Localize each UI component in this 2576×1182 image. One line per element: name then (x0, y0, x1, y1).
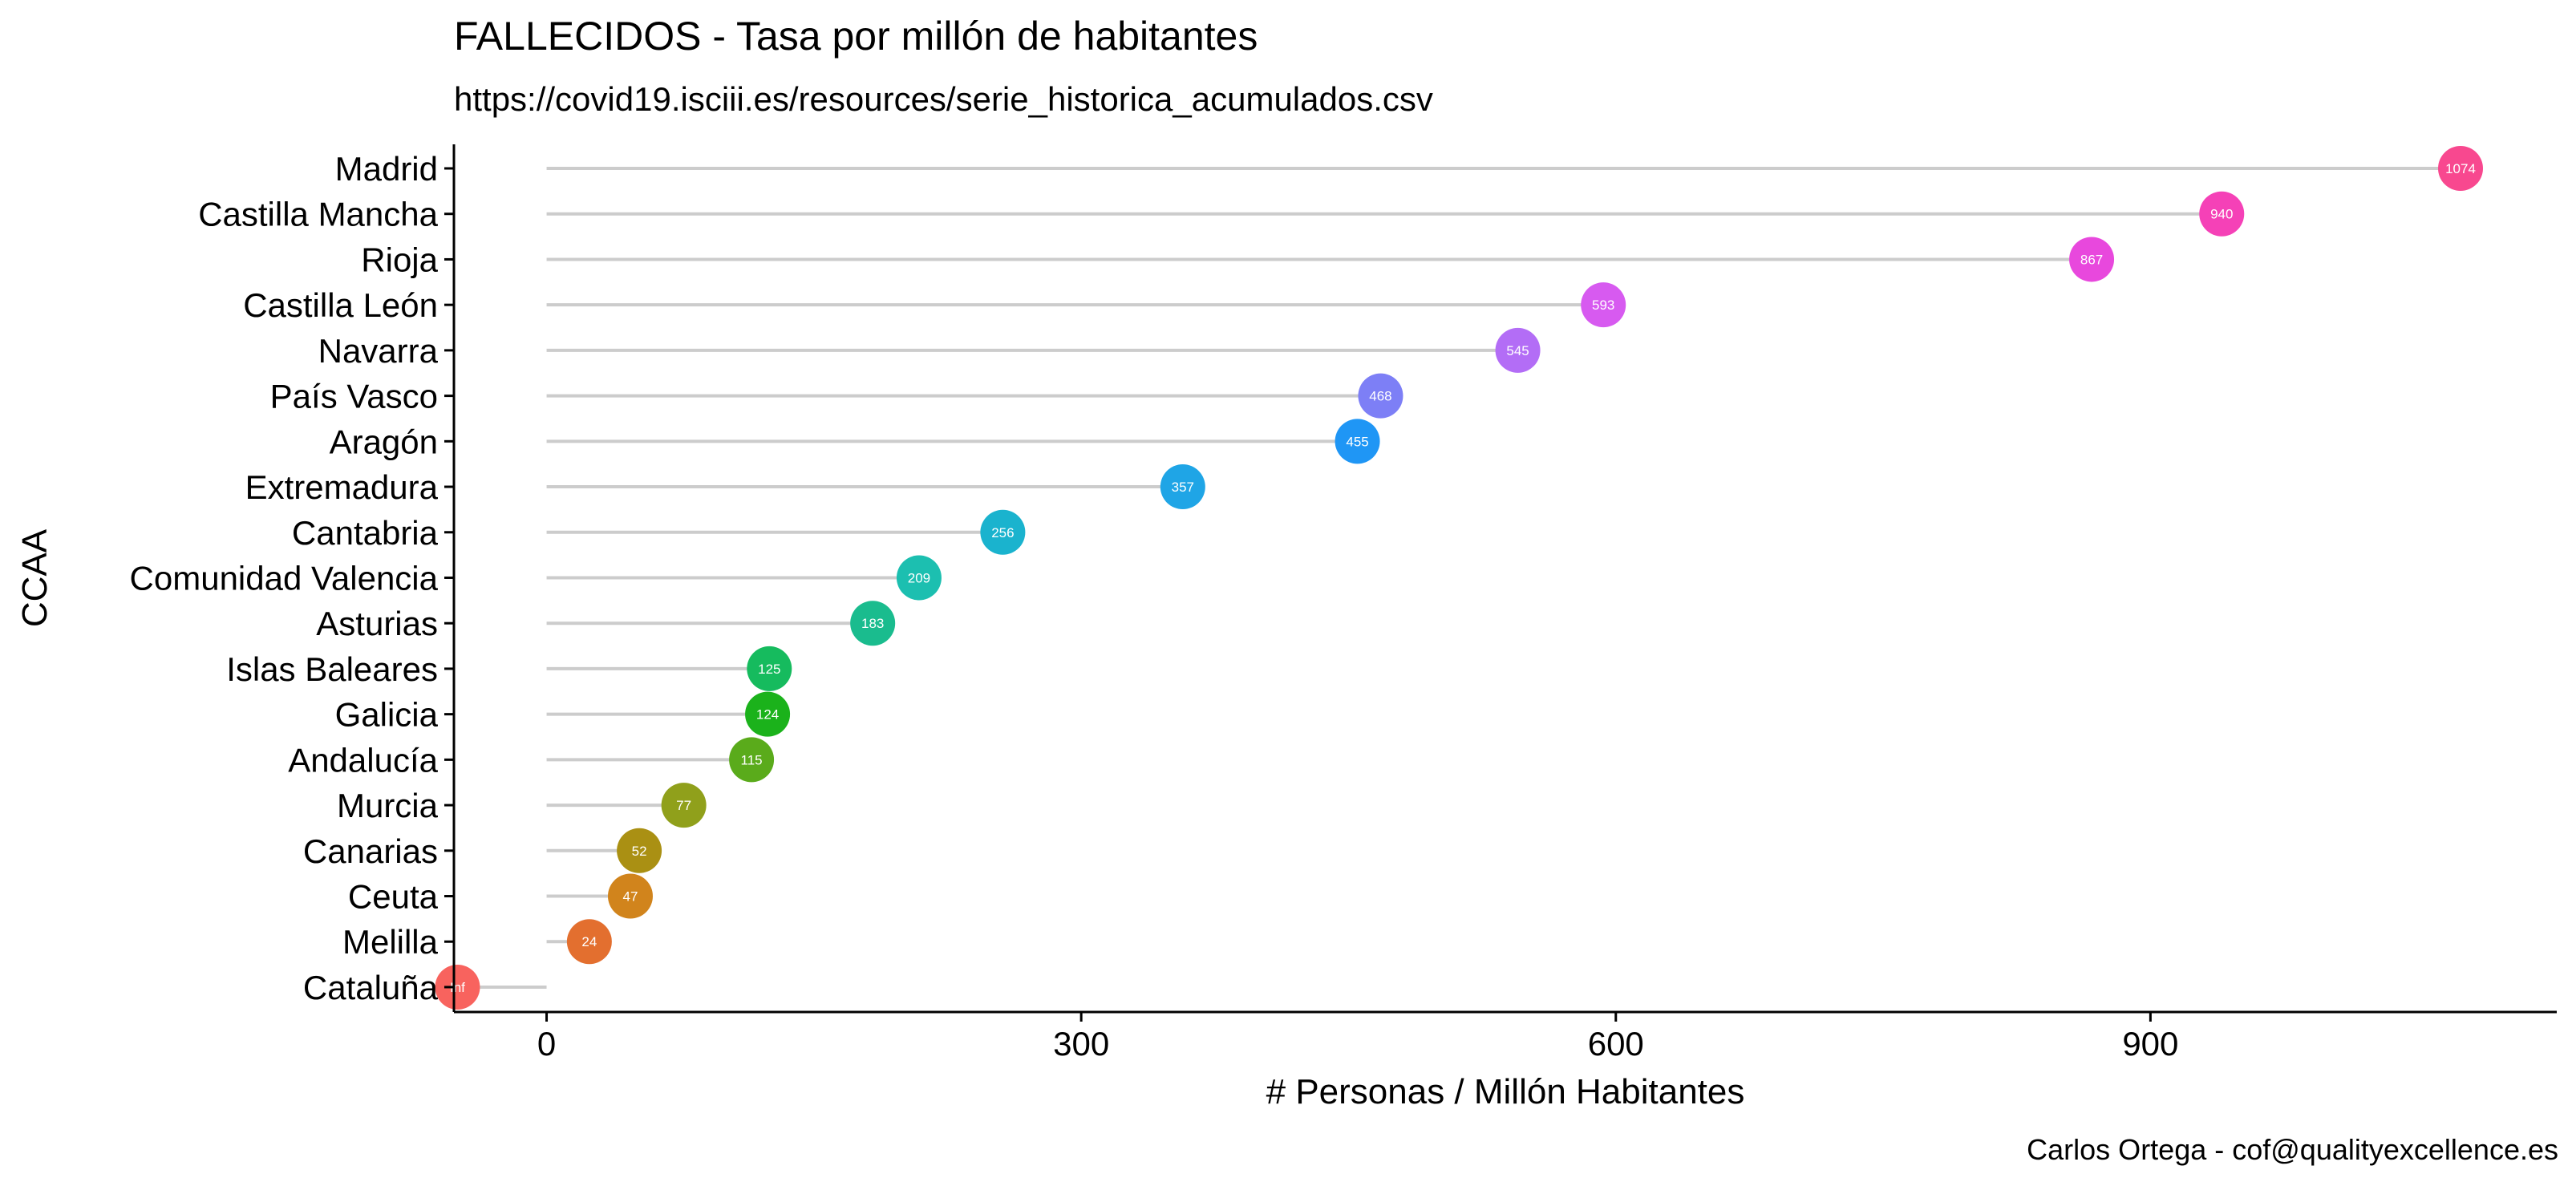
point-pais-vasco (1358, 373, 1403, 419)
point-canarias (617, 828, 662, 873)
point-madrid (2438, 146, 2484, 191)
y-axis-labels: Madrid Castilla Mancha Rioja Castilla León N… (130, 150, 454, 1006)
y-label-melilla: Melilla (342, 923, 439, 961)
value-label-comunidad-valencia: 209 (908, 570, 930, 585)
point-ceuta (607, 873, 653, 919)
point-navarra (1495, 327, 1541, 373)
value-label-cantabria: 256 (991, 525, 1014, 540)
value-label-extremadura: 357 (1172, 480, 1194, 495)
value-label-asturias: 183 (861, 616, 884, 631)
y-label-cantabria: Cantabria (292, 514, 439, 552)
y-label-islas-baleares: Islas Baleares (226, 650, 438, 688)
value-label-andalucia: 115 (741, 752, 763, 767)
chart-caption: Carlos Ortega - cof@qualityexcellence.es (2027, 1133, 2558, 1166)
value-label-murcia: 77 (676, 798, 691, 813)
y-label-ceuta: Ceuta (348, 878, 439, 916)
x-tick-label-900: 900 (2122, 1025, 2178, 1063)
point-melilla (566, 919, 612, 965)
point-galicia (745, 691, 791, 737)
value-label-ceuta: 47 (623, 889, 638, 905)
point-asturias (850, 601, 896, 646)
y-label-andalucia: Andalucía (288, 741, 438, 779)
y-label-castilla-mancha: Castilla Mancha (198, 196, 438, 233)
value-label-melilla: 24 (581, 934, 597, 949)
point-rioja (2069, 237, 2115, 282)
point-extremadura (1160, 464, 1205, 510)
value-label-canarias: 52 (632, 844, 647, 859)
chart-title: FALLECIDOS - Tasa por millón de habitant… (454, 14, 1258, 59)
point-comunidad-valencia (896, 555, 942, 601)
y-label-castilla-leon: Castilla León (243, 286, 438, 324)
y-label-murcia: Murcia (337, 787, 439, 824)
y-label-pais-vasco: País Vasco (270, 378, 438, 415)
x-tick-label-300: 300 (1053, 1025, 1109, 1063)
y-label-comunidad-valencia: Comunidad Valencia (130, 559, 439, 597)
y-label-canarias: Canarias (303, 832, 438, 870)
y-label-asturias: Asturias (316, 605, 438, 642)
y-label-aragon: Aragón (330, 423, 438, 460)
value-label-galicia: 124 (756, 707, 779, 723)
y-label-galicia: Galicia (335, 696, 439, 734)
stems-layer (457, 167, 2461, 989)
value-label-islas-baleares: 125 (758, 662, 780, 677)
y-label-extremadura: Extremadura (245, 468, 439, 506)
y-label-rioja: Rioja (361, 241, 438, 278)
y-label-navarra: Navarra (318, 332, 439, 370)
chart-subtitle: https://covid19.isciii.es/resources/seri… (454, 80, 1433, 118)
value-label-pais-vasco: 468 (1369, 389, 1391, 404)
point-islas-baleares (747, 646, 792, 691)
value-label-castilla-leon: 593 (1592, 298, 1614, 313)
point-cantabria (980, 509, 1026, 555)
point-cataluna (435, 964, 480, 1010)
point-castilla-mancha (2199, 191, 2245, 237)
y-axis-title: CCAA (15, 528, 55, 627)
value-label-castilla-mancha: 940 (2210, 207, 2233, 222)
x-axis-title: # Personas / Millón Habitantes (1266, 1072, 1745, 1111)
value-label-madrid: 1074 (2445, 161, 2476, 176)
x-tick-label-0: 0 (537, 1025, 556, 1063)
x-axis-ticks: 0 300 600 900 (537, 1012, 2178, 1063)
point-castilla-leon (1581, 282, 1626, 328)
value-label-rioja: 867 (2080, 252, 2103, 267)
points-layer: 1074 940 867 593 545 468 455 357 256 209 183 125 124… (435, 146, 2484, 1010)
point-aragon (1335, 419, 1380, 464)
x-tick-label-600: 600 (1588, 1025, 1644, 1063)
point-andalucia (729, 737, 775, 783)
value-label-aragon: 455 (1346, 434, 1368, 449)
point-murcia (661, 783, 707, 828)
y-label-madrid: Madrid (335, 150, 438, 188)
y-label-cataluna: Cataluña (303, 969, 439, 1006)
value-label-navarra: 545 (1506, 343, 1529, 358)
